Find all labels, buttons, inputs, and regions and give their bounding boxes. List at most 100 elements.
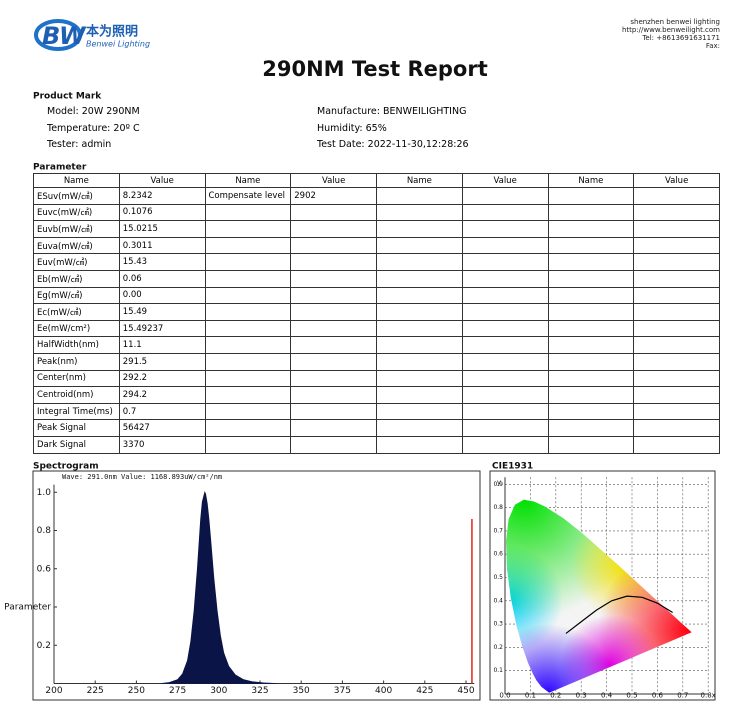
table-cell [290,220,377,238]
table-cell [376,253,463,271]
x-tick-label: 0.3 [576,692,587,700]
table-cell [204,369,292,388]
table-cell [547,269,635,288]
spectrum-readout: Wave: 291.0nm Value: 1168.893uW/cm²/nm [62,473,222,481]
table-cell [547,203,635,222]
x-tick-label: 325 [251,686,268,696]
x-tick-label: 0.5 [626,692,637,700]
logo-sub: Benwei Lighting [86,40,150,49]
table-cell [547,236,635,255]
gamut-color [506,499,692,693]
field: Temperature: 20º C [47,122,140,134]
spectrum-area [161,491,277,684]
table-cell: 15.43 [118,253,206,271]
y-tick-label: 0.5 [493,574,503,581]
table-cell [376,386,463,404]
table-cell [290,303,377,321]
table-cell [547,386,635,404]
table-cell: Eb(mW/㎠) [33,269,120,288]
table-row: Ee(mW/cm²) 15.49237 [33,319,720,338]
table-cell [290,253,377,271]
table-cell [290,336,377,354]
table-cell [204,303,292,321]
table-cell [461,269,549,288]
table-cell: 8.2342 [118,187,206,205]
table-cell: 0.00 [118,286,206,305]
table-cell: Dark Signal [33,435,120,454]
x-tick-label: 250 [128,686,145,696]
table-cell [633,352,720,371]
y-tick-label: 0.3 [493,621,503,628]
column-header: Value [118,173,206,188]
section-heading: Product Mark [33,92,102,102]
table-cell: 0.3011 [118,236,206,255]
table-cell [461,203,549,222]
x-tick-label: 0.8x [701,692,716,700]
table-cell: ESuv(mW/㎠) [33,187,120,205]
x-tick-label: 0.0 [499,692,510,700]
table-row: Centroid(nm) 294.2 [33,386,720,404]
table-cell [461,253,549,271]
table-row: Euva(mW/㎠) 0.3011 [33,236,720,255]
table-cell [290,419,377,437]
y-tick-label: 1.0 [37,488,52,498]
table-cell [633,253,720,271]
table-cell [376,319,463,338]
table-cell [376,236,463,255]
table-cell [290,319,377,338]
section-heading: Spectrogram [33,462,99,472]
table-cell [633,336,720,354]
company-info: shenzhen benwei lighting http://www.benwe… [622,18,720,50]
table-cell [461,435,549,454]
table-cell [633,303,720,321]
x-tick-label: 300 [210,686,227,696]
table-row: Euvb(mW/㎠) 15.0215 [33,220,720,238]
table-cell [547,402,635,421]
table-cell [461,319,549,338]
x-tick-label: 375 [334,686,351,696]
table-cell [290,269,377,288]
table-row: Euv(mW/㎠) 15.43 [33,253,720,271]
table-cell: Euvb(mW/㎠) [33,220,120,238]
y-tick-label: 0.2 [37,641,51,651]
y-tick-label: 0.6 [493,551,503,558]
table-cell [547,319,635,338]
table-row: Dark Signal 3370 [33,435,720,454]
x-tick-label: 0.6 [652,692,664,700]
table-cell: 292.2 [118,369,206,388]
table-cell [290,352,377,371]
field: Tester: admin [47,139,112,150]
table-cell: 56427 [118,419,206,437]
y-tick-label: 0.6 [37,564,52,574]
table-cell [204,402,292,421]
planckian-locus [565,595,673,634]
table-cell [204,419,292,437]
table-cell [633,203,720,222]
table-cell [547,253,635,271]
table-cell: 0.06 [118,269,206,288]
x-tick-label: 350 [293,686,310,696]
table-cell: Ee(mW/cm²) [33,319,120,338]
column-header: Value [290,173,377,188]
table-cell [204,220,292,238]
table-cell [461,386,549,404]
table-cell [376,435,463,454]
table-cell [461,286,549,305]
axis-label: y [497,478,501,486]
table-cell [633,286,720,305]
logo-swoosh [34,19,82,51]
table-cell [204,352,292,371]
parameter-table: Name Value Name Value Name Value Name Value ESuv… [33,173,720,454]
table-cell: 15.49237 [118,319,206,338]
table-cell [204,319,292,338]
table-cell [547,187,635,205]
field: Model: 20W 290NM [47,106,140,117]
table-row: Integral Time(ms) 0.7 [33,402,720,421]
x-tick-label: 0.7 [677,692,688,700]
x-tick-label: 225 [87,686,104,696]
table-row: Peak Signal 56427 [33,419,720,437]
table-row: Center(nm) 292.2 [33,369,720,388]
y-tick-label: 0.9 [493,481,503,488]
table-cell [547,419,635,437]
